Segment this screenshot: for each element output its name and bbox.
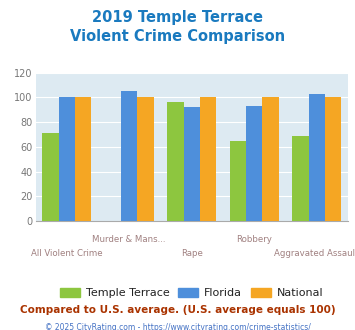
Text: © 2025 CityRating.com - https://www.cityrating.com/crime-statistics/: © 2025 CityRating.com - https://www.city… [45, 323, 310, 330]
Bar [121, 91, 137, 221]
Bar [246, 106, 262, 221]
Bar [59, 97, 75, 221]
Bar [75, 97, 91, 221]
Legend: Temple Terrace, Florida, National: Temple Terrace, Florida, National [56, 283, 328, 303]
Bar [200, 97, 216, 221]
Text: 2019 Temple Terrace
Violent Crime Comparison: 2019 Temple Terrace Violent Crime Compar… [70, 10, 285, 44]
Text: Murder & Mans...: Murder & Mans... [92, 235, 166, 244]
Text: Compared to U.S. average. (U.S. average equals 100): Compared to U.S. average. (U.S. average … [20, 305, 335, 315]
Bar [308, 94, 325, 221]
Bar [325, 97, 341, 221]
Bar [167, 102, 184, 221]
Text: Robbery: Robbery [236, 235, 272, 244]
Bar [42, 133, 59, 221]
Bar [262, 97, 279, 221]
Bar [292, 136, 308, 221]
Text: Rape: Rape [181, 249, 203, 258]
Text: All Violent Crime: All Violent Crime [31, 249, 103, 258]
Bar [184, 107, 200, 221]
Bar [230, 141, 246, 221]
Text: Aggravated Assault: Aggravated Assault [274, 249, 355, 258]
Bar [137, 97, 154, 221]
